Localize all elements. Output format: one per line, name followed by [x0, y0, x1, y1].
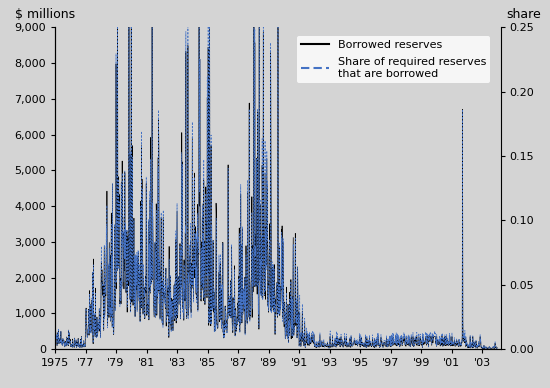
Legend: Borrowed reserves, Share of required reserves
that are borrowed: Borrowed reserves, Share of required res… [296, 36, 491, 83]
Text: $ millions: $ millions [15, 8, 75, 21]
Text: share: share [506, 8, 541, 21]
